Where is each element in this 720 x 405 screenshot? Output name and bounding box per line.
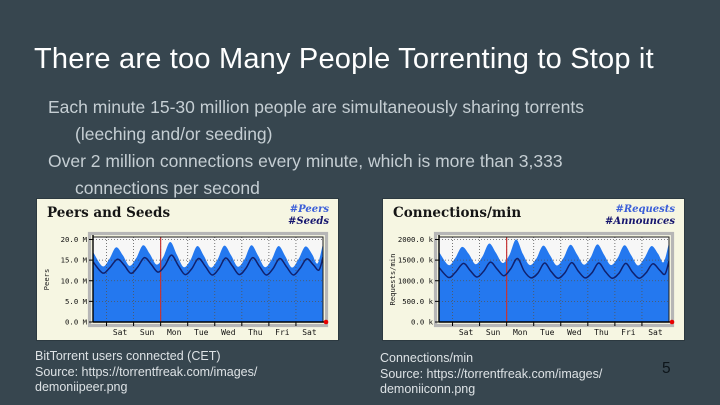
area-series [93,241,323,322]
legend-entry: #Requests [615,204,675,215]
chart-title: Peers and Seeds [47,205,170,221]
y-tick-label: 2000.0 k [398,235,434,244]
legend-entry: #Announces [605,216,675,227]
peers-seeds-chart: Peers and Seeds #Peers #Seeds 0.0 M 5.0 M 10.… [37,199,338,340]
y-tick-label: 1500.0 k [398,256,434,265]
connections-chart-svg: Connections/min #Requests#Announces 0.0 k 5… [388,204,675,337]
plot-bevel [87,231,329,328]
caption-line: BitTorrent users connected (CET) [35,349,221,363]
x-day-label: Fri [275,328,290,337]
axis-arrow-tip [323,319,329,325]
y-tick-label: 0.0 M [65,318,88,327]
caption-line: Source: https://torrentfreak.com/images/ [35,364,258,379]
y-tick-label: 10.0 M [61,276,88,285]
line-series [439,257,669,280]
caption-line: demoniiconn.png [380,382,476,396]
bullet-line: connections per second [75,178,260,198]
y-tick-label: 1000.0 k [398,276,434,285]
y-axis-title: Peers [42,269,51,291]
x-day-label: Mon [513,328,528,337]
x-day-label: Sat [459,328,474,337]
x-day-label: Thu [248,328,263,337]
y-tick-label: 500.0 k [402,297,433,306]
x-day-label: Tue [194,328,209,337]
x-day-label: Sat [302,328,317,337]
page-number: 5 [662,360,671,377]
x-day-label: Tue [540,328,555,337]
left-chart-caption: BitTorrent users connected (CET) Source:… [35,349,257,396]
axis-arrow-tip [669,319,675,325]
y-tick-label: 5.0 M [65,297,88,306]
x-day-label: Mon [167,328,182,337]
x-day-label: Sun [486,328,501,337]
plot-bevel [433,231,675,328]
legend-entry: #Peers [290,204,330,215]
bullet-line: Over 2 million connections every minute,… [48,151,563,171]
x-day-label: Sat [648,328,663,337]
y-tick-label: 0.0 k [411,318,434,327]
peers-chart-svg: Peers and Seeds #Peers#Seeds 0.0 M 5.0 M 10.… [42,204,330,337]
x-day-label: Fri [621,328,636,337]
x-day-label: Wed [221,328,236,337]
line-series [93,254,323,276]
x-day-label: Sun [140,328,155,337]
right-chart-caption: Connections/min Source: https://torrentf… [380,351,602,398]
y-axis-title: Requests/min [388,254,397,306]
connections-chart: Connections/min #Requests #Announces 0.0 k 5… [383,199,684,340]
bullet-line: Each minute 15-30 million people are sim… [48,97,584,117]
caption-line: demoniipeer.png [35,380,128,394]
x-day-label: Sat [113,328,128,337]
y-tick-label: 20.0 M [61,235,88,244]
bullet-list: Each minute 15-30 million people are sim… [48,94,678,202]
x-day-label: Thu [594,328,609,337]
y-tick-label: 15.0 M [61,256,88,265]
caption-line: Connections/min [380,351,474,365]
caption-line: Source: https://torrentfreak.com/images/ [380,366,603,381]
legend-entry: #Seeds [288,216,329,227]
chart-title: Connections/min [393,205,521,221]
slide-title: There are too Many People Torrenting to … [34,43,654,75]
bullet-line: (leeching and/or seeding) [75,124,273,144]
x-day-label: Wed [567,328,582,337]
